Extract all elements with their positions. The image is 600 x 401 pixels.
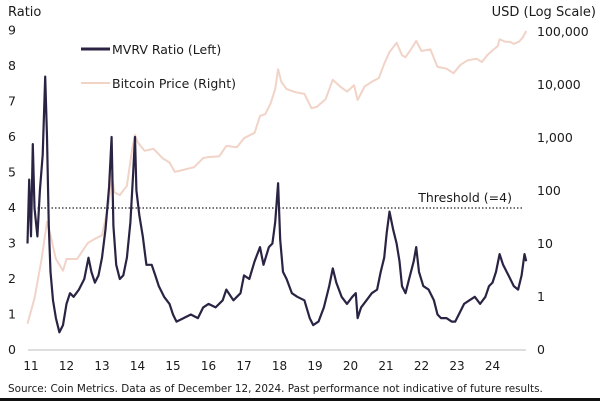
left-tick-label: 7 — [8, 94, 16, 109]
x-tick-label: 16 — [201, 359, 216, 373]
x-tick-label: 11 — [23, 359, 38, 373]
left-tick-label: 2 — [8, 271, 16, 286]
left-tick-label: 5 — [8, 165, 16, 180]
right-tick-label: 1 — [537, 289, 545, 304]
x-tick-label: 22 — [414, 359, 429, 373]
left-tick-label: 9 — [8, 23, 16, 38]
x-tick-label: 13 — [94, 359, 109, 373]
bitcoin-price-line — [26, 30, 528, 324]
x-tick-label: 12 — [59, 359, 74, 373]
left-tick-label: 8 — [8, 58, 16, 73]
x-tick-label: 19 — [307, 359, 322, 373]
right-tick-label: 10,000 — [537, 77, 581, 92]
right-tick-label: 0 — [537, 342, 545, 357]
right-tick-label: 100,000 — [537, 24, 589, 39]
legend-label-mvrv: MVRV Ratio (Left) — [112, 42, 221, 57]
right-tick-label: 1,000 — [537, 130, 573, 145]
x-tick-label: 17 — [236, 359, 251, 373]
threshold-label: Threshold (=4) — [417, 190, 512, 205]
left-tick-label: 3 — [8, 236, 16, 251]
legend: MVRV Ratio (Left) Bitcoin Price (Right) — [81, 42, 236, 91]
x-tick-label: 18 — [272, 359, 287, 373]
x-tick-label: 23 — [449, 359, 464, 373]
x-tick-label: 20 — [343, 359, 358, 373]
left-axis-title: Ratio — [8, 5, 41, 20]
left-tick-label: 4 — [8, 200, 16, 215]
right-tick-label: 100 — [537, 183, 561, 198]
x-tick-label: 21 — [378, 359, 393, 373]
x-tick-label: 24 — [485, 359, 500, 373]
left-tick-label: 1 — [8, 307, 16, 322]
mvrv-ratio-line — [26, 75, 528, 334]
bottom-rule — [0, 398, 600, 401]
x-tick-label: 15 — [165, 359, 180, 373]
left-tick-label: 0 — [8, 342, 16, 357]
right-axis-title: USD (Log Scale) — [492, 5, 596, 20]
x-tick-label: 14 — [130, 359, 145, 373]
left-tick-label: 6 — [8, 129, 16, 144]
source-note: Source: Coin Metrics. Data as of Decembe… — [8, 383, 543, 395]
right-tick-label: 10 — [537, 236, 553, 251]
legend-label-bitcoin-price: Bitcoin Price (Right) — [112, 76, 236, 91]
